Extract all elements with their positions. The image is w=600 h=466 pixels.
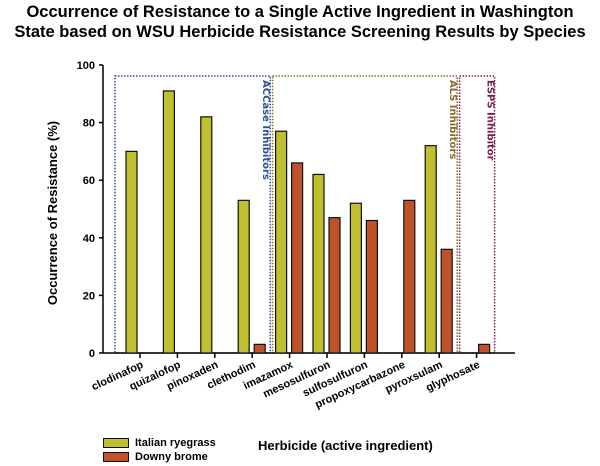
bar-downy-brome	[478, 343, 491, 354]
bar-downy-brome	[253, 343, 266, 354]
bar-italian-ryegrass	[349, 202, 362, 354]
legend-item-downy-brome: Downy brome	[103, 450, 216, 464]
group-label: ALS Inhibitors	[447, 80, 458, 159]
y-tick-label: 40	[83, 233, 95, 245]
legend-label: Italian ryegrass	[135, 437, 216, 449]
bar-downy-brome	[365, 219, 378, 354]
bar-italian-ryegrass	[275, 130, 288, 354]
bar-italian-ryegrass	[424, 145, 437, 354]
y-tick-label: 100	[77, 60, 95, 72]
bar-italian-ryegrass	[162, 90, 175, 354]
y-tick-label: 0	[89, 348, 95, 360]
y-axis-label: Occurrence of Resistance (%)	[45, 121, 60, 305]
bar-italian-ryegrass	[237, 199, 250, 354]
bar-italian-ryegrass	[200, 116, 213, 354]
legend: Italian ryegrass Downy brome	[103, 436, 216, 464]
legend-item-italian-ryegrass: Italian ryegrass	[103, 436, 216, 450]
y-tick-label: 80	[83, 118, 95, 130]
legend-swatch-italian-ryegrass	[103, 438, 129, 448]
bar-downy-brome	[403, 199, 416, 354]
legend-swatch-downy-brome	[103, 452, 129, 462]
bar-italian-ryegrass	[125, 150, 138, 354]
x-axis-label: Herbicide (active ingredient)	[258, 438, 433, 453]
chart-title-line-2: State based on WSU Herbicide Resistance …	[14, 23, 586, 41]
y-tick-label: 60	[83, 175, 95, 187]
group-label: ACCase Inhibitors	[260, 80, 271, 180]
bar-downy-brome	[291, 162, 304, 354]
bar-italian-ryegrass	[312, 173, 325, 354]
legend-label: Downy brome	[135, 451, 208, 463]
y-tick-label: 20	[83, 290, 95, 302]
group-label: ESPS Inhibitor	[485, 80, 496, 161]
bar-downy-brome	[440, 248, 453, 354]
bar-downy-brome	[328, 217, 341, 354]
chart-title-line-1: Occurrence of Resistance to a Single Act…	[26, 3, 574, 21]
chart-title: Occurrence of Resistance to a Single Act…	[0, 2, 600, 42]
